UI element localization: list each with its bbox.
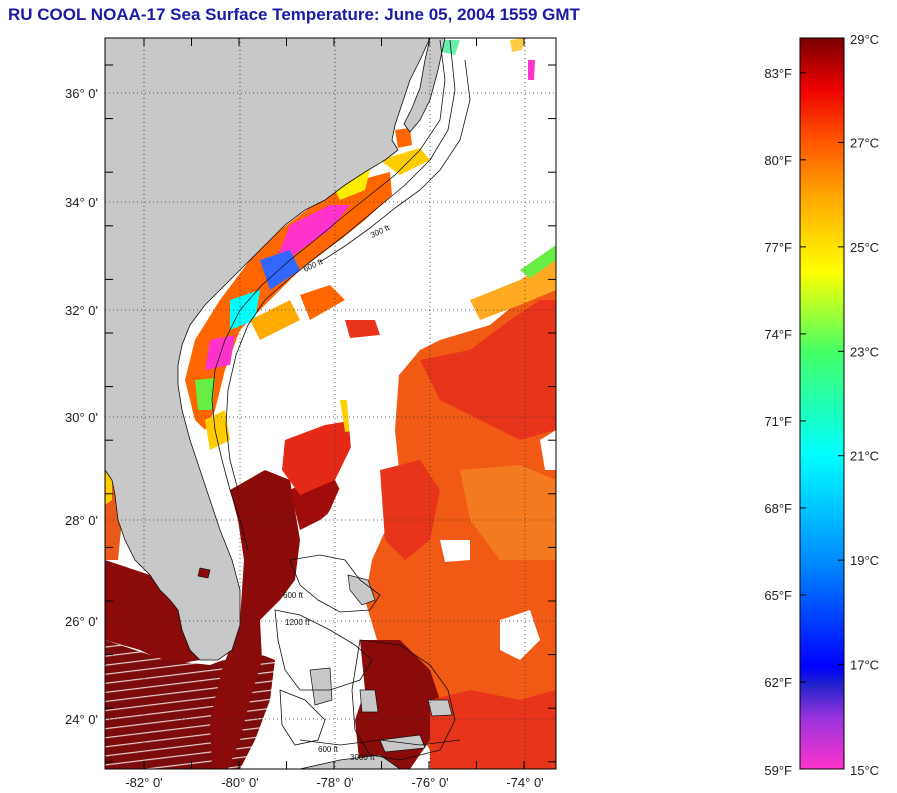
longitude-labels: -82° 0' -80° 0' -78° 0' -76° 0' -74° 0' — [125, 775, 543, 790]
lat-ticks — [105, 64, 556, 763]
lon-ticks — [143, 38, 525, 769]
colorbar-fahrenheit-label: 83°F — [764, 66, 792, 81]
colorbar-fahrenheit-label: 77°F — [764, 240, 792, 255]
lat-label: 28° 0' — [65, 513, 98, 528]
colorbar-celsius-label: 29°C — [850, 32, 879, 47]
bathymetry-contours — [211, 39, 471, 761]
lat-label: 36° 0' — [65, 86, 98, 101]
sst-bahamas-warm — [355, 640, 556, 769]
isobath-label: 1200 ft — [285, 618, 310, 627]
lat-label: 30° 0' — [65, 410, 98, 425]
colorbar-celsius-label: 25°C — [850, 240, 879, 255]
lon-label: -80° 0' — [221, 775, 258, 790]
latitude-labels: 36° 0' 34° 0' 32° 0' 30° 0' 28° 0' 26° 0… — [65, 86, 98, 727]
colorbar-fahrenheit-labels: 83°F 80°F 77°F 74°F 71°F 68°F 65°F 62°F 59°F — [764, 66, 792, 778]
map-area — [105, 38, 556, 769]
colorbar-fahrenheit-label: 71°F — [764, 414, 792, 429]
colorbar-fahrenheit-label: 65°F — [764, 588, 792, 603]
colorbar-fahrenheit-label: 68°F — [764, 501, 792, 516]
land-outer-banks — [403, 38, 446, 133]
colorbar-ticks — [800, 37, 844, 770]
lat-label: 26° 0' — [65, 614, 98, 629]
colorbar-celsius-label: 17°C — [850, 658, 879, 673]
lon-label: -78° 0' — [316, 775, 353, 790]
lon-label: -82° 0' — [125, 775, 162, 790]
colorbar-fahrenheit-label: 80°F — [764, 153, 792, 168]
map-title: RU COOL NOAA-17 Sea Surface Temperature:… — [8, 5, 580, 24]
colorbar-celsius-labels: 29°C 27°C 25°C 23°C 21°C 19°C 17°C 15°C — [850, 32, 879, 778]
map-frame — [104, 37, 557, 770]
colorbar-fahrenheit-label: 74°F — [764, 327, 792, 342]
colorbar-celsius-label: 21°C — [850, 449, 879, 464]
sst-north-patches — [380, 38, 535, 175]
colorbar: 29°C 27°C 25°C 23°C 21°C 19°C 17°C 15°C 83°F 80°… — [764, 32, 879, 778]
colorbar-fahrenheit-label: 62°F — [764, 675, 792, 690]
isobath-label: 600 ft — [318, 745, 339, 754]
lon-label: -76° 0' — [411, 775, 448, 790]
colorbar-celsius-label: 23°C — [850, 344, 879, 359]
isobath-label: 600 ft — [283, 591, 304, 600]
colorbar-gradient — [799, 37, 845, 770]
land-cuba — [299, 754, 401, 769]
isobath-label: 3000 ft — [350, 753, 375, 762]
lat-label: 24° 0' — [65, 712, 98, 727]
lon-label: -74° 0' — [506, 775, 543, 790]
land-us-southeast — [105, 38, 431, 661]
colorbar-celsius-label: 19°C — [850, 553, 879, 568]
colorbar-celsius-label: 15°C — [850, 763, 879, 778]
colorbar-celsius-label: 27°C — [850, 135, 879, 150]
colorbar-fahrenheit-label: 59°F — [764, 763, 792, 778]
lat-label: 34° 0' — [65, 195, 98, 210]
lat-label: 32° 0' — [65, 303, 98, 318]
sst-offshore-orange — [365, 245, 556, 769]
land-bahamas — [197, 567, 453, 753]
